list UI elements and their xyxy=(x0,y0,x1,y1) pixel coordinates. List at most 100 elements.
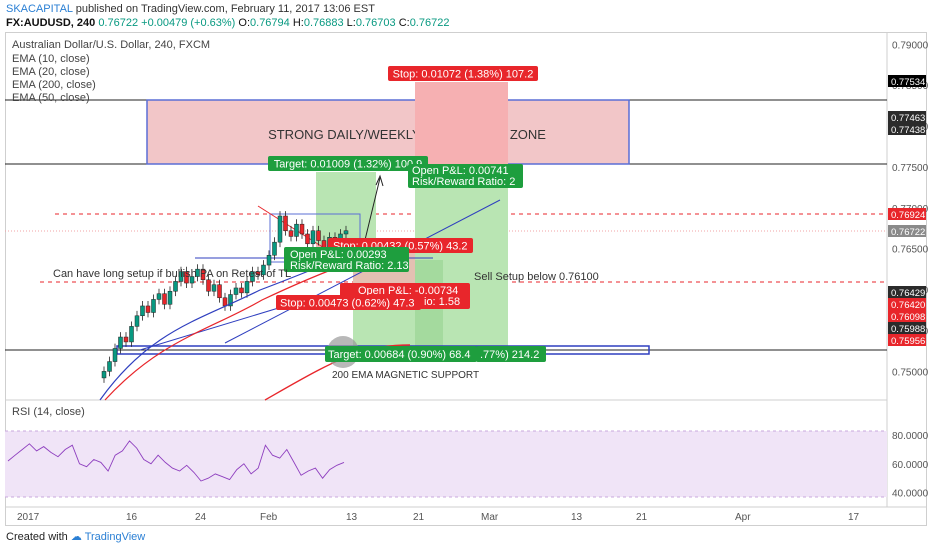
svg-text:.77%) 214.2: .77%) 214.2 xyxy=(480,349,539,361)
time-tick-label: 21 xyxy=(413,512,425,523)
svg-text:Target: 0.00684 (0.90%) 68.4: Target: 0.00684 (0.90%) 68.4 xyxy=(328,349,470,361)
price-mark-badge xyxy=(888,286,926,298)
long-pnl-label[interactable]: Open P&L: 0.00293 Risk/Reward Ratio: 2.1… xyxy=(284,247,409,272)
chart-frame xyxy=(5,32,927,526)
candle-body xyxy=(189,276,195,284)
price-mark-label: 0.76429 xyxy=(891,288,925,299)
candle-body xyxy=(299,223,305,235)
price-mark-label: 0.76924 xyxy=(891,210,925,221)
high-label: H: xyxy=(292,17,304,29)
svg-text:Stop: 0.01072 (1.38%) 107.2: Stop: 0.01072 (1.38%) 107.2 xyxy=(393,69,534,81)
candle-body xyxy=(200,268,206,281)
publish-header: SKACAPITAL published on TradingView.com,… xyxy=(6,3,375,15)
price-mark-badge xyxy=(888,208,926,220)
last-price: 0.76722 xyxy=(98,17,139,29)
rsi-line[interactable] xyxy=(7,440,345,482)
svg-text:Stop: 0.00473 (0.62%) 47.3: Stop: 0.00473 (0.62%) 47.3 xyxy=(280,298,415,310)
price-mark-label: 0.76420 xyxy=(891,300,925,311)
candle-body xyxy=(162,293,167,305)
time-tick-label: 2017 xyxy=(17,512,40,523)
price-tick-label: 0.76500 xyxy=(892,245,929,256)
tradingview-logo-icon: ☁ xyxy=(70,531,82,543)
rsi-label[interactable]: RSI (14, close) xyxy=(12,406,85,418)
candle-body xyxy=(145,305,151,313)
candle-body xyxy=(134,315,140,327)
candle-body xyxy=(277,215,283,243)
candle-body xyxy=(167,290,173,305)
candle-body xyxy=(343,230,349,235)
low-label: L: xyxy=(346,17,356,29)
publish-info: published on TradingView.com, February 1… xyxy=(75,3,375,15)
candle-body xyxy=(288,230,294,237)
time-tick-label: 13 xyxy=(346,512,358,523)
time-tick-label: Apr xyxy=(735,512,751,523)
candle-body xyxy=(266,255,272,266)
candle-body xyxy=(310,230,316,245)
candle-body xyxy=(316,230,321,241)
candle-body xyxy=(178,271,184,282)
time-axis[interactable]: 2017 16 24 Feb 13 21 Mar 13 21 Apr 17 xyxy=(17,512,860,523)
price-mark-label: 0.77438 xyxy=(891,125,925,136)
candle-body xyxy=(184,271,189,284)
candle-body xyxy=(217,284,222,299)
legend-ema20[interactable]: EMA (20, close) xyxy=(12,66,90,78)
short-pnl-label[interactable]: Open P&L: 0.00741 Risk/Reward Ratio: 2 xyxy=(408,164,523,188)
rsi-tick-label: 40.0000 xyxy=(892,489,929,500)
time-tick-label: 24 xyxy=(195,512,207,523)
price-mark-badge xyxy=(888,123,926,135)
candle-body xyxy=(255,271,261,276)
svg-text:Open P&L: -0.00734: Open P&L: -0.00734 xyxy=(358,285,458,297)
stop-low-label[interactable]: Stop: 0.00473 (0.62%) 47.3 xyxy=(276,295,421,310)
chart-title: Australian Dollar/U.S. Dollar, 240, FXCM xyxy=(12,39,211,51)
svg-text:Risk/Reward Ratio: 2.13: Risk/Reward Ratio: 2.13 xyxy=(290,260,409,272)
price-mark-label: 0.77463 xyxy=(891,113,925,124)
high-value: 0.76883 xyxy=(303,17,344,29)
candles-group xyxy=(101,211,349,383)
author-name[interactable]: SKACAPITAL xyxy=(6,3,73,15)
candle-body xyxy=(112,348,118,362)
candle-body xyxy=(156,293,162,300)
legend-ema50[interactable]: EMA (50, close) xyxy=(12,92,90,104)
candle-body xyxy=(233,287,239,295)
candle-body xyxy=(250,271,255,282)
footer-created: Created with xyxy=(6,531,68,543)
price-tick-label: 0.79000 xyxy=(892,40,929,51)
candle-body xyxy=(244,281,250,294)
close-label: C: xyxy=(398,17,410,29)
target-low-label[interactable]: Target: 0.00684 (0.90%) 68.4 xyxy=(325,346,477,362)
svg-text:Open P&L: 0.00293: Open P&L: 0.00293 xyxy=(290,249,387,261)
candle-body xyxy=(283,215,288,231)
resistance-zone[interactable] xyxy=(146,99,630,165)
footer-brand[interactable]: TradingView xyxy=(84,531,146,543)
candle-body xyxy=(195,268,200,277)
support-note: 200 EMA MAGNETIC SUPPORT xyxy=(332,370,479,381)
candle-body xyxy=(239,287,244,294)
candle-body xyxy=(118,336,123,349)
price-mark-badge xyxy=(888,334,926,346)
ema-20-line[interactable] xyxy=(104,261,353,401)
time-tick-label: 16 xyxy=(126,512,138,523)
price-mark-label: 0.77534 xyxy=(891,77,925,88)
target-low2-label[interactable]: .77%) 214.2 xyxy=(476,346,546,362)
stop-top-label[interactable]: Stop: 0.01072 (1.38%) 107.2 xyxy=(388,66,538,81)
footer: Created with ☁ TradingView xyxy=(6,530,145,543)
price-mark-badge xyxy=(888,298,926,310)
svg-text:Open P&L: 0.00741: Open P&L: 0.00741 xyxy=(412,165,509,177)
close-value: 0.76722 xyxy=(409,17,450,29)
price-mark-label: 0.76098 xyxy=(891,312,925,323)
legend-ema200[interactable]: EMA (200, close) xyxy=(12,79,96,91)
target-top-label[interactable]: Target: 0.01009 (1.32%) 100.9 xyxy=(268,156,428,171)
symbol-header: FX:AUDUSD, 240 0.76722 +0.00479 (+0.63%)… xyxy=(6,17,449,29)
symbol-name: FX:AUDUSD, 240 xyxy=(6,17,96,29)
long-setup-note: Can have long setup if bullish PA on Ret… xyxy=(53,268,291,280)
svg-text:Target: 0.01009 (1.32%) 100.9: Target: 0.01009 (1.32%) 100.9 xyxy=(274,159,423,171)
candle-body xyxy=(305,233,310,245)
sell-setup-note: Sell Setup below 0.76100 xyxy=(474,271,599,283)
candle-body xyxy=(228,294,233,307)
rsi-axis: 80.0000 60.0000 40.0000 xyxy=(892,431,929,499)
candle-body xyxy=(123,336,129,343)
price-tick-label: 0.75000 xyxy=(892,367,929,378)
legend-ema10[interactable]: EMA (10, close) xyxy=(12,53,90,65)
